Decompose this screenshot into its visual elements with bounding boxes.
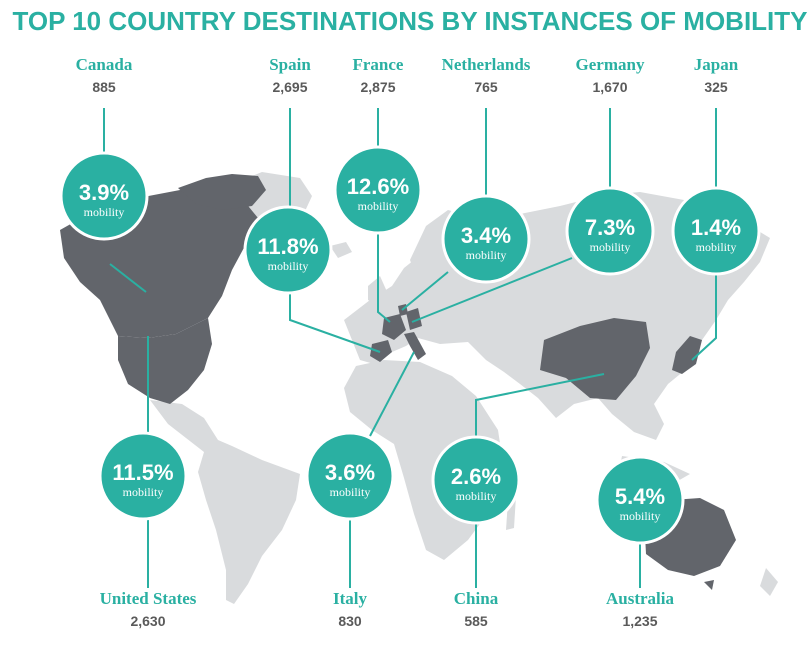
united-states-shape xyxy=(118,318,212,404)
bubble-circle-netherlands xyxy=(441,194,531,284)
bubble-france: 12.6%mobility xyxy=(333,145,423,235)
country-name-germany: Germany xyxy=(576,55,645,74)
share-value-netherlands: 3.4% xyxy=(461,223,511,248)
pointer-line-france xyxy=(377,233,391,323)
share-value-australia: 5.4% xyxy=(615,484,665,509)
bubble-united-states: 11.5%mobility xyxy=(98,431,188,521)
share-suffix-japan: mobility xyxy=(696,240,737,254)
country-name-italy: Italy xyxy=(333,589,368,608)
pointer-line-japan xyxy=(691,274,717,361)
share-value-canada: 3.9% xyxy=(79,180,129,205)
bubble-circle-australia xyxy=(595,455,685,545)
country-count-italy: 830 xyxy=(338,613,362,629)
bubble-circle-france xyxy=(333,145,423,235)
china-shape xyxy=(540,318,650,400)
country-name-france: France xyxy=(353,55,404,74)
pointer-line-spain xyxy=(289,293,381,353)
share-suffix-italy: mobility xyxy=(330,485,371,499)
country-count-japan: 325 xyxy=(704,79,728,95)
latin-america-landmass xyxy=(150,400,300,604)
pointer-line-germany xyxy=(411,257,573,323)
share-suffix-canada: mobility xyxy=(84,205,125,219)
share-value-china: 2.6% xyxy=(451,464,501,489)
pointer-line-canada xyxy=(109,263,147,293)
country-name-canada: Canada xyxy=(76,55,133,74)
bubble-circle-italy xyxy=(305,431,395,521)
italy-shape xyxy=(404,332,426,360)
country-name-china: China xyxy=(454,589,499,608)
share-suffix-spain: mobility xyxy=(268,259,309,273)
share-bubbles: 3.9%mobility11.8%mobility12.6%mobility3.… xyxy=(59,145,761,545)
share-suffix-germany: mobility xyxy=(590,240,631,254)
country-name-australia: Australia xyxy=(606,589,675,608)
country-count-china: 585 xyxy=(464,613,488,629)
bubble-canada: 3.9%mobility xyxy=(59,151,149,241)
country-count-spain: 2,695 xyxy=(272,79,307,95)
pointer-line-italy xyxy=(369,351,415,437)
chart-title: TOP 10 COUNTRY DESTINATIONS BY INSTANCES… xyxy=(12,6,807,36)
bubble-circle-germany xyxy=(565,186,655,276)
share-value-italy: 3.6% xyxy=(325,460,375,485)
share-value-germany: 7.3% xyxy=(585,215,635,240)
share-suffix-united-states: mobility xyxy=(123,485,164,499)
country-count-netherlands: 765 xyxy=(474,79,498,95)
share-suffix-france: mobility xyxy=(358,199,399,213)
bubble-circle-japan xyxy=(671,186,761,276)
bubble-china: 2.6%mobility xyxy=(431,435,521,525)
country-count-germany: 1,670 xyxy=(592,79,627,95)
country-name-united-states: United States xyxy=(100,589,197,608)
canada-arctic-islands-shape xyxy=(178,174,266,210)
share-value-france: 12.6% xyxy=(347,174,409,199)
share-suffix-china: mobility xyxy=(456,489,497,503)
bubble-australia: 5.4%mobility xyxy=(595,455,685,545)
spain-shape xyxy=(370,340,392,362)
country-name-netherlands: Netherlands xyxy=(442,55,531,74)
bubble-japan: 1.4%mobility xyxy=(671,186,761,276)
country-name-spain: Spain xyxy=(269,55,311,74)
bubble-circle-spain xyxy=(243,205,333,295)
share-value-united-states: 11.5% xyxy=(112,460,173,485)
leader-lines xyxy=(103,108,717,588)
country-count-united-states: 2,630 xyxy=(130,613,165,629)
tasmania-shape xyxy=(704,580,714,590)
country-name-japan: Japan xyxy=(694,55,739,74)
country-labels: Canada 885 Spain 2,695 France 2,875 Netherland… xyxy=(76,55,739,629)
bubble-spain: 11.8%mobility xyxy=(243,205,333,295)
bubble-circle-canada xyxy=(59,151,149,241)
new-zealand-landmass xyxy=(760,568,778,596)
bubble-italy: 3.6%mobility xyxy=(305,431,395,521)
pointer-line-china xyxy=(475,373,605,437)
germany-shape xyxy=(406,308,422,330)
share-value-spain: 11.8% xyxy=(257,234,318,259)
bubble-netherlands: 3.4%mobility xyxy=(441,194,531,284)
bubble-germany: 7.3%mobility xyxy=(565,186,655,276)
share-value-japan: 1.4% xyxy=(691,215,741,240)
bubble-circle-china xyxy=(431,435,521,525)
pointer-line-netherlands xyxy=(401,271,449,311)
country-count-canada: 885 xyxy=(92,79,116,95)
japan-shape xyxy=(672,336,702,374)
share-suffix-australia: mobility xyxy=(620,509,661,523)
iceland-landmass xyxy=(330,242,352,258)
country-count-australia: 1,235 xyxy=(622,613,657,629)
share-suffix-netherlands: mobility xyxy=(466,248,507,262)
country-count-france: 2,875 xyxy=(360,79,395,95)
bubble-circle-united-states xyxy=(98,431,188,521)
